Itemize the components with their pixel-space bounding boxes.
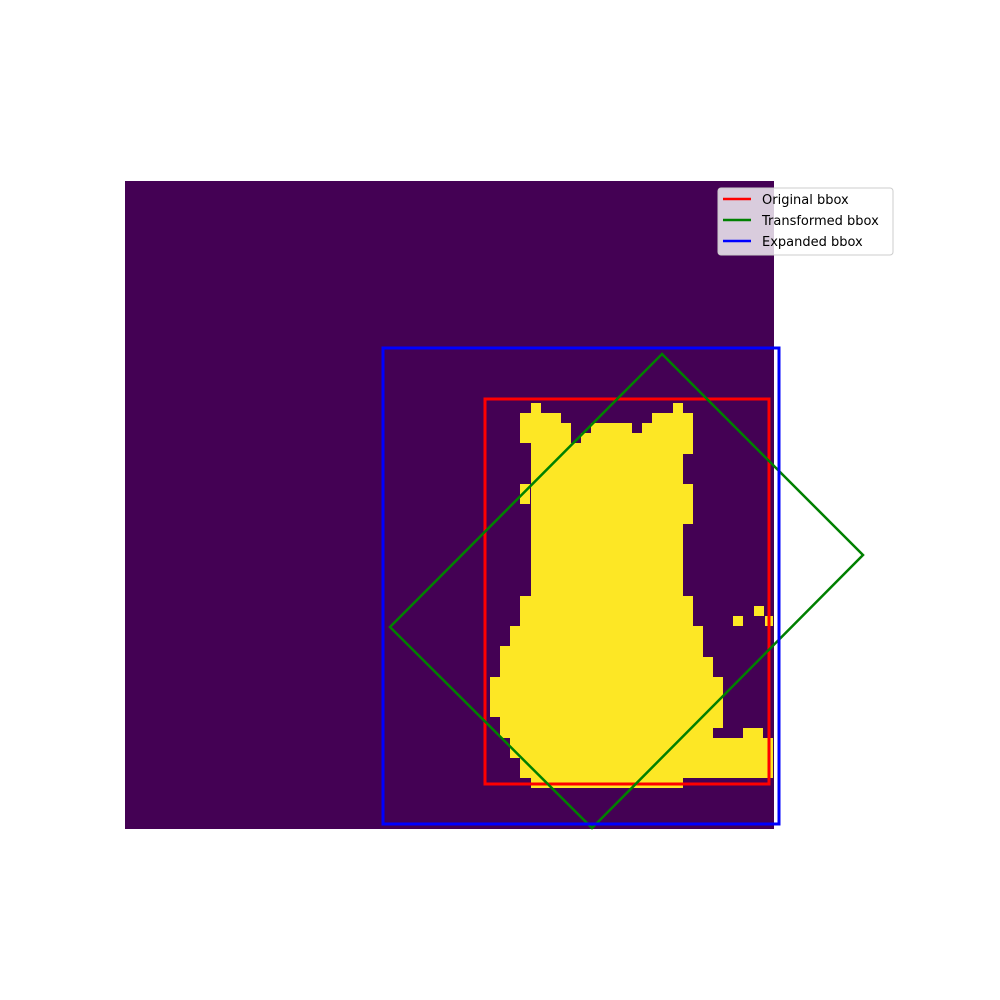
legend-item-original: Original bbox [723,193,849,208]
mask-foreground [490,403,773,788]
mask-image [125,181,774,829]
legend-box [717,187,894,256]
legend-label-expanded: Expanded bbox [762,235,863,250]
legend-item-expanded: Expanded bbox [723,235,863,250]
legend-label-original: Original bbox [762,193,849,208]
legend: Original bbox Transformed bbox Expanded … [717,187,894,256]
legend-item-transformed: Transformed bbox [723,214,879,229]
legend-label-transformed: Transformed bbox [761,214,879,229]
original-bbox [483,397,771,786]
transformed-bbox [388,352,865,830]
expanded-bbox [381,346,781,826]
